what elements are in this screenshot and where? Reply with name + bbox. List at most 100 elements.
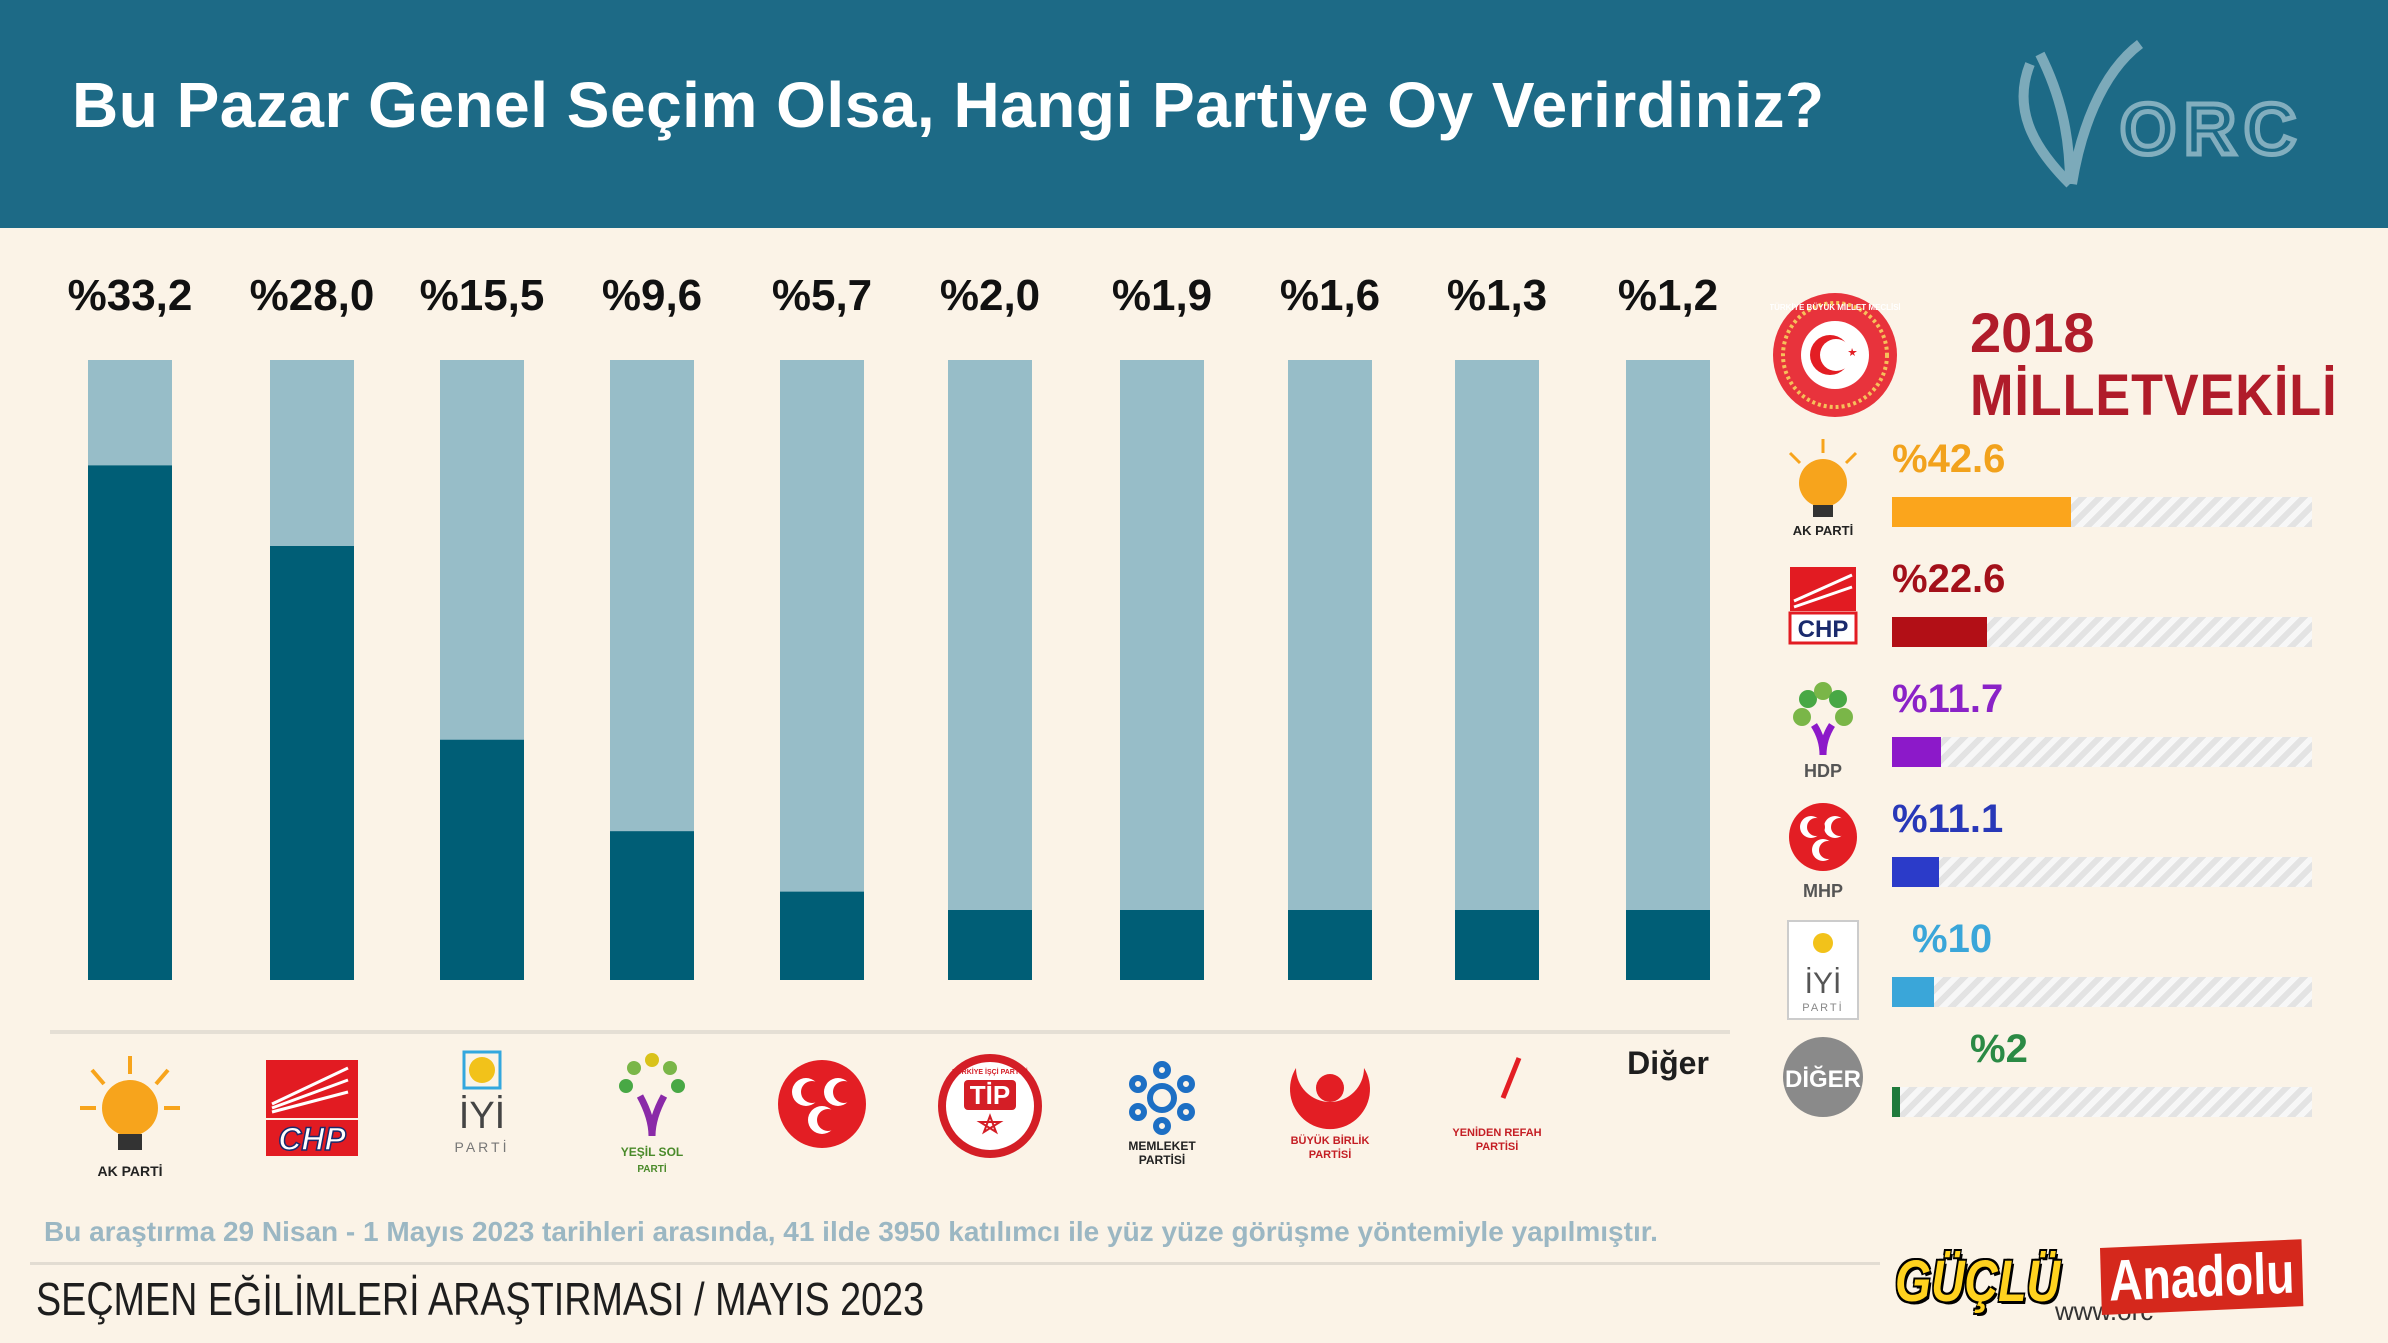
bar-value-label: %15,5 [420, 271, 545, 320]
party-logo-yesil-sol-label: YEŞİL SOL [621, 1144, 683, 1159]
bar [270, 546, 354, 980]
bar-value-label: %1,2 [1618, 271, 1718, 320]
orc-logo-text: ORC [2120, 90, 2304, 170]
mv-2018-panel: TÜRKİYE BÜYÜK MİLLET MECLİSİ 2018 MİLLET… [1770, 290, 2337, 1140]
bar-value-label: %2,0 [940, 271, 1040, 320]
mv-row-mhp: MHP %11.1 [1770, 795, 2330, 905]
mv-title: MİLLETVEKİLİ [1970, 363, 2338, 428]
party-logo-memleket: MEMLEKET PARTİSİ [1128, 1061, 1196, 1167]
bar-track [1626, 360, 1710, 980]
party-logo-yesil-sol: YEŞİL SOL PARTİ [619, 1053, 685, 1175]
bar-value-label: %1,9 [1112, 271, 1212, 320]
mv-bar-akp [1892, 497, 2071, 527]
bars-layer [88, 360, 1710, 980]
tbmm-emblem: TÜRKİYE BÜYÜK MİLLET MECLİSİ [1770, 293, 1900, 417]
mv-logo-akp: AK PARTİ [1788, 439, 1858, 538]
mv-row-akp: AK PARTİ %42.6 [1770, 435, 2330, 545]
guclu-anadolu-logo: GÜÇLÜ Anadolu [1895, 1239, 2315, 1318]
mv-value-chp: %22.6 [1892, 557, 2006, 601]
mv-value-hdp: %11.7 [1892, 677, 2004, 721]
party-logo-bbp-sub: PARTİSİ [1309, 1148, 1352, 1161]
mv-bar-track-akp [1892, 497, 2312, 527]
methodology-note: Bu araştırma 29 Nisan - 1 Mayıs 2023 tar… [44, 1216, 1658, 1247]
bar-value-label: %1,3 [1447, 271, 1547, 320]
bar [780, 891, 864, 980]
party-logo-chp-label: CHP [278, 1121, 346, 1157]
page-title: Bu Pazar Genel Seçim Olsa, Hangi Partiye… [72, 69, 1825, 141]
bar [1455, 910, 1539, 980]
bar [440, 739, 524, 980]
media-logo-part1: GÜÇLÜ [1895, 1249, 2060, 1314]
mv-logo-other: DİĞER [1783, 1037, 1863, 1117]
party-logo-yrp-label: YENİDEN REFAH [1452, 1126, 1541, 1139]
party-logo-other-label: Diğer [1627, 1045, 1709, 1081]
lightbulb-icon [102, 1080, 158, 1136]
party-logo-yesil-sol-sub: PARTİ [637, 1162, 666, 1175]
mv-logo-akp-label: AK PARTİ [1793, 523, 1853, 538]
party-logo-iyi-sub: PARTİ [455, 1138, 510, 1155]
mhp-red-disc [778, 1060, 866, 1148]
party-logo-akp: AK PARTİ [80, 1056, 180, 1179]
chp-label-box [266, 1120, 358, 1156]
bbp-crescent-icon [1290, 1068, 1370, 1130]
mv-bar-track-hdp [1892, 737, 2312, 767]
bar [1626, 910, 1710, 980]
mv-bar-iyi [1892, 977, 1934, 1007]
tip-label-box [964, 1080, 1016, 1110]
bar-value-label: %28,0 [250, 271, 375, 320]
mv-logo-chp-label: CHP [1798, 616, 1849, 643]
mv-logo-chp: CHP [1788, 567, 1858, 645]
party-logo-yrp-sub: PARTİSİ [1476, 1140, 1519, 1153]
mv-logo-iyi: İYİ PARTİ [1787, 920, 1859, 1020]
three-crescents-icon [1800, 816, 1849, 861]
party-logo-tip: TÜRKİYE İŞÇİ PARTİSİ TİP [938, 1054, 1042, 1158]
wheat-icon [1500, 1057, 1522, 1099]
mv-logo-mhp-label: MHP [1803, 881, 1843, 901]
bar-track [780, 360, 864, 980]
chp-six-arrows-icon [1793, 573, 1853, 609]
mv-value-other: %2 [1970, 1027, 2028, 1071]
mv-bar-track-mhp [1892, 857, 2312, 887]
memleket-sun-icon [1129, 1061, 1195, 1135]
media-logo-part2: Anadolu [2100, 1239, 2304, 1315]
party-logo-chp: CHP [266, 1060, 358, 1158]
mv-row-iyi: İYİ PARTİ %10 [1770, 915, 2330, 1025]
lightbulb-icon [1799, 459, 1847, 507]
party-logo-memleket-sub: PARTİSİ [1139, 1152, 1185, 1167]
bar [1120, 910, 1204, 980]
light-rays-icon [80, 1056, 180, 1110]
bar [948, 910, 1032, 980]
bar-track [1288, 360, 1372, 980]
survey-name: SEÇMEN EĞİLİMLERİ ARAŞTIRMASI / MAYIS 20… [36, 1273, 925, 1325]
mv-value-mhp: %11.1 [1892, 797, 2004, 841]
mv-bar-other [1892, 1087, 1901, 1117]
bar-track [1120, 360, 1204, 980]
bar [1288, 910, 1372, 980]
iyi-sky-box [462, 1050, 502, 1090]
party-logo-bbp-label: BÜYÜK BİRLİK [1291, 1134, 1370, 1147]
orc-logo: ORC [2018, 40, 2304, 188]
bar-track [948, 360, 1032, 980]
tree-icon [619, 1053, 685, 1137]
mv-value-akp: %42.6 [1892, 437, 2006, 481]
mv-row-hdp: HDP %11.7 [1770, 675, 2330, 785]
bar [610, 831, 694, 980]
mv-logo-iyi-sub: PARTİ [1802, 1001, 1843, 1014]
mv-logo-iyi-label: İYİ [1805, 967, 1842, 1000]
party-logo-memleket-label: MEMLEKET [1128, 1139, 1196, 1153]
mv-bar-track-other [1892, 1087, 2312, 1117]
party-logo-tip-ring: TÜRKİYE İŞÇİ PARTİSİ [952, 1067, 1027, 1076]
footer-divider [30, 1262, 1880, 1265]
party-logo-yrp: YENİDEN REFAH PARTİSİ [1452, 1052, 1542, 1153]
party-logo-iyi: İYİ PARTİ [455, 1050, 510, 1155]
rose-icon [1316, 1074, 1344, 1102]
party-logo-akp-label: AK PARTİ [97, 1163, 162, 1179]
party-logo-mhp [778, 1060, 866, 1148]
mv-bar-track-chp [1892, 617, 2312, 647]
mv-bar-hdp [1892, 737, 1942, 767]
mv-logo-hdp: HDP [1793, 682, 1853, 781]
sun-icon [469, 1057, 495, 1083]
mv-row-other: DİĞER %2 [1770, 1025, 2330, 1135]
orc-bird-icon [2018, 40, 2144, 188]
tip-star-icon [976, 1113, 1004, 1135]
